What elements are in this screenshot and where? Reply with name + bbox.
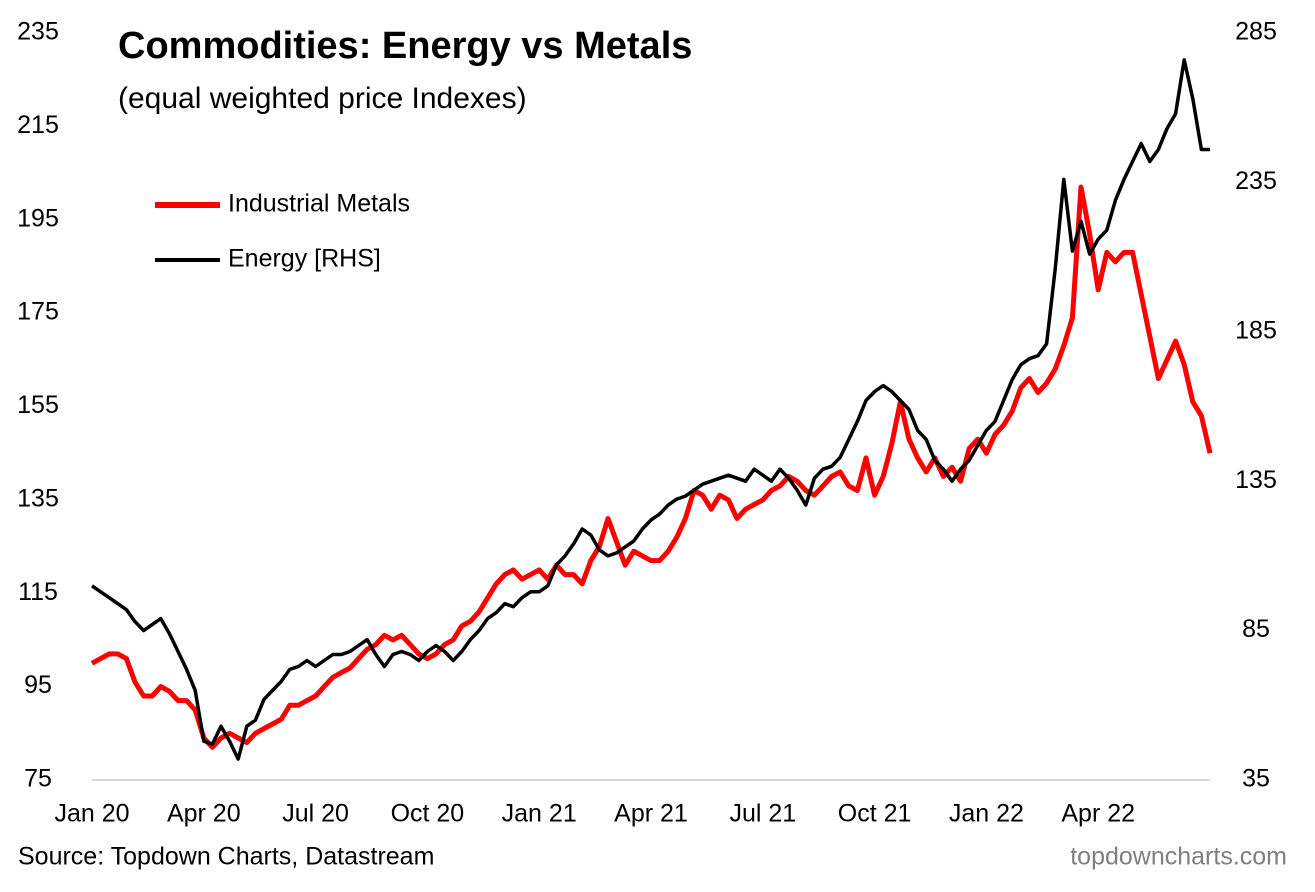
chart-subtitle: (equal weighted price Indexes) [118,82,527,115]
y2-tick-label: 85 [1242,615,1270,643]
y-tick-label: 115 [18,578,58,606]
y2-tick-label: 135 [1235,466,1277,494]
y-tick-label: 155 [17,391,59,419]
series-line [90,58,1210,761]
x-tick-label: Jan 20 [54,800,129,828]
watermark: topdowncharts.com [1070,843,1287,871]
x-tick-label: Jul 20 [282,800,349,828]
y2-tick-label: 285 [1235,18,1277,46]
y-tick-label: 135 [17,484,59,512]
y-tick-label: 215 [17,111,59,139]
y-tick-label: 235 [17,18,59,46]
y2-tick-label: 35 [1242,765,1270,793]
x-tick-label: Jul 21 [729,800,796,828]
y2-tick-label: 185 [1235,316,1277,344]
x-tick-label: Jan 21 [502,800,577,828]
legend-label: Energy [RHS] [228,245,381,273]
y-tick-label: 75 [24,765,52,793]
series-line [90,184,1213,750]
legend-label: Industrial Metals [228,190,410,218]
y2-tick-label: 235 [1235,167,1277,195]
y-tick-label: 175 [17,298,59,326]
x-tick-label: Apr 20 [167,800,241,828]
y-tick-label: 95 [24,671,52,699]
y-tick-label: 195 [17,204,59,232]
x-tick-label: Apr 21 [614,800,688,828]
x-tick-label: Oct 20 [391,800,465,828]
x-tick-label: Jan 22 [949,800,1024,828]
x-tick-label: Apr 22 [1061,800,1135,828]
x-tick-label: Oct 21 [838,800,912,828]
chart-title: Commodities: Energy vs Metals [118,25,692,67]
source: Source: Topdown Charts, Datastream [18,843,434,871]
